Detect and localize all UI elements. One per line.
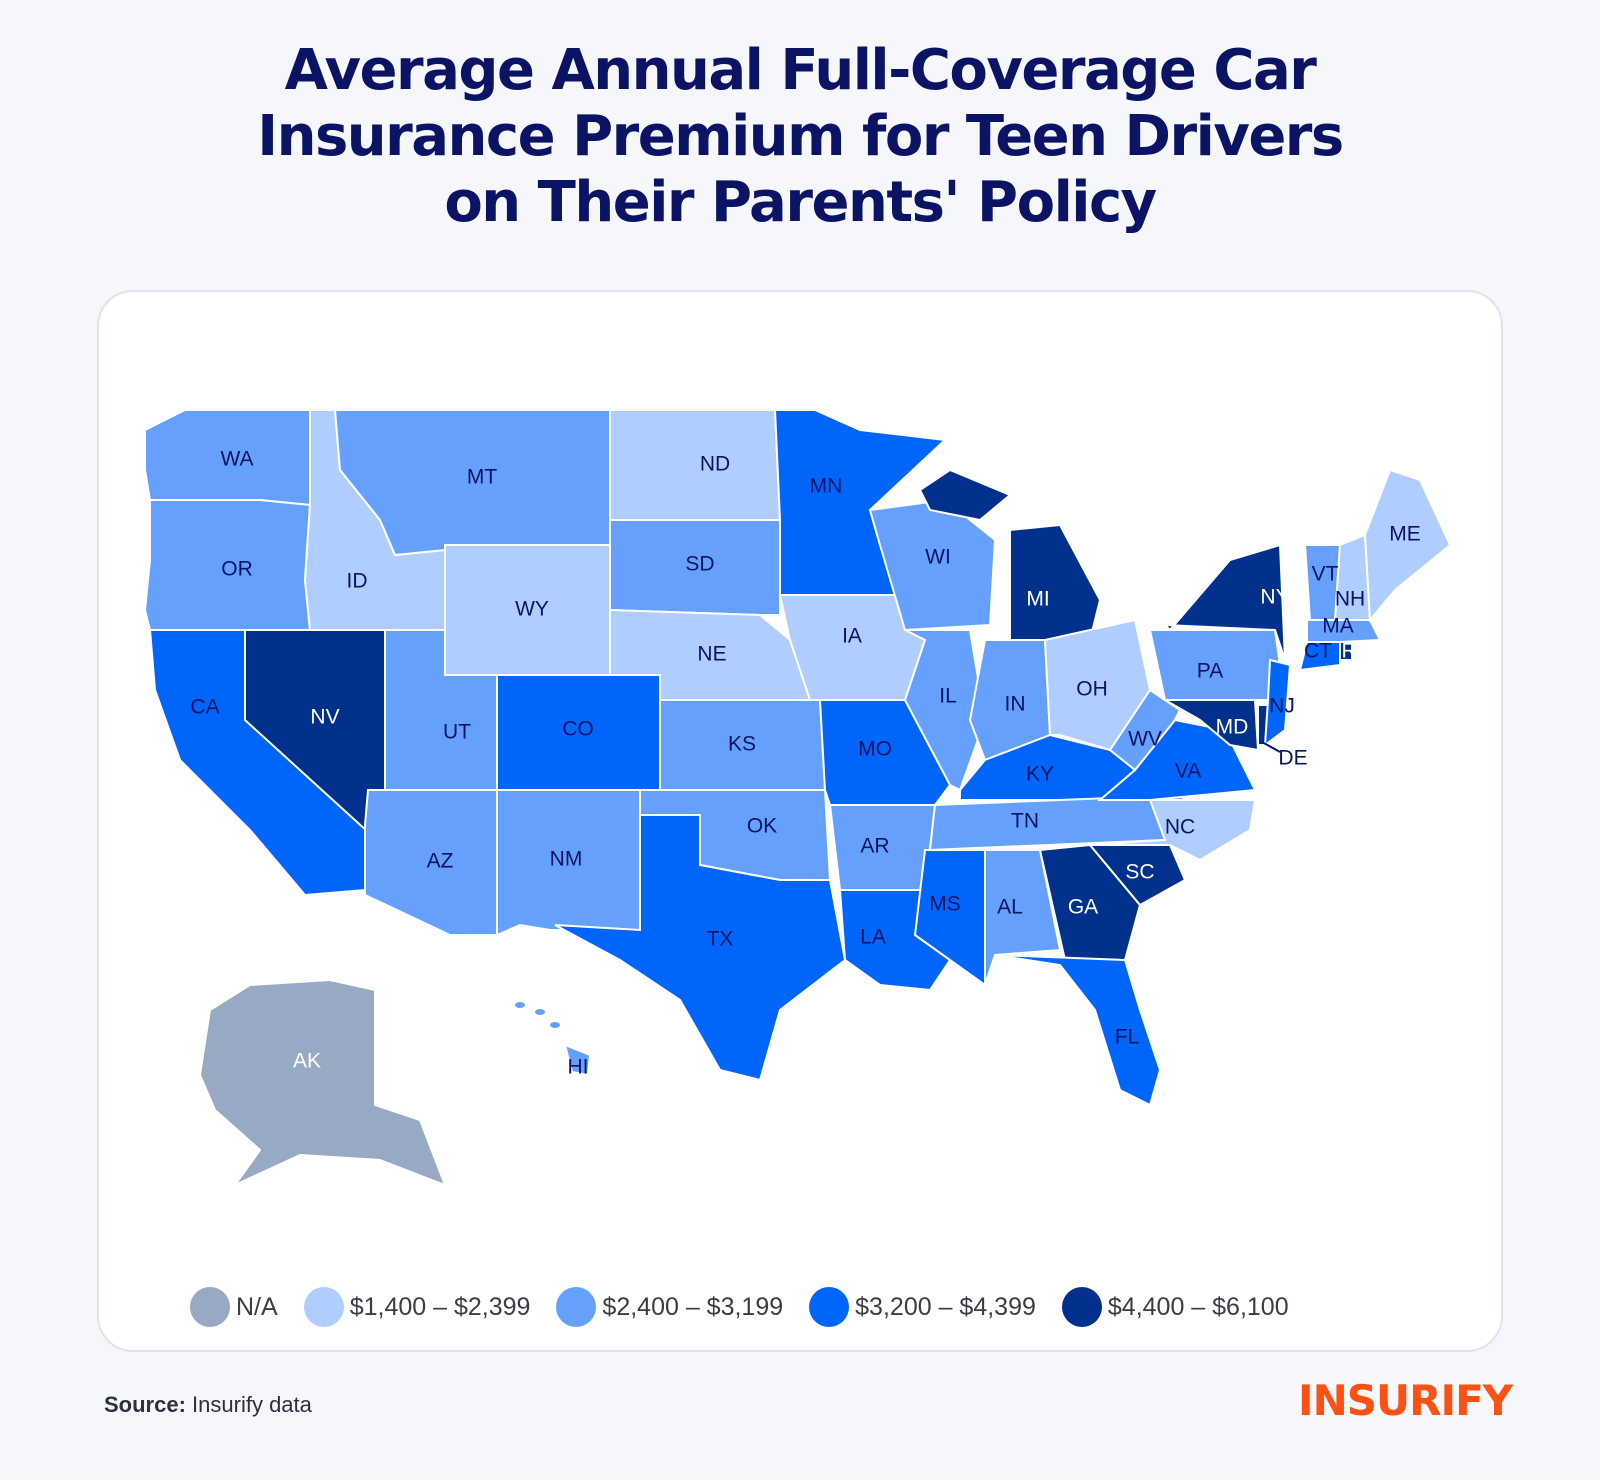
state-al — [984, 849, 1062, 986]
state-label-oh: OH — [1076, 678, 1108, 701]
legend-item-na: N/A — [190, 1287, 278, 1327]
state-label-wa: WA — [220, 448, 253, 471]
state-label-ok: OK — [747, 815, 777, 838]
legend-swatch — [190, 1287, 230, 1327]
state-label-id: ID — [347, 570, 368, 593]
state-label-ne: NE — [697, 643, 726, 666]
state-label-mo: MO — [858, 738, 892, 761]
legend-item-tier2: $2,400 – $3,199 — [556, 1287, 783, 1327]
state-label-tn: TN — [1011, 810, 1039, 833]
state-label-co: CO — [562, 718, 594, 741]
state-label-wv: WV — [1128, 728, 1162, 751]
state-ny — [1162, 543, 1286, 661]
state-label-ia: IA — [842, 625, 862, 648]
state-mi — [918, 468, 1012, 522]
state-label-ak: AK — [293, 1050, 321, 1073]
legend-label: N/A — [236, 1292, 278, 1321]
state-label-nv: NV — [310, 706, 339, 729]
legend-item-tier4: $4,400 – $6,100 — [1061, 1287, 1289, 1327]
state-tx — [554, 814, 847, 1082]
legend-swatch — [809, 1287, 850, 1327]
state-label-ks: KS — [728, 733, 756, 756]
title-line-2: Insurance Premium for Teen Drivers — [257, 104, 1344, 169]
page-title: Average Annual Full-Coverage Car Insuran… — [0, 38, 1600, 236]
state-label-ma: MA — [1322, 615, 1354, 638]
state-label-nm: NM — [550, 848, 583, 871]
state-ms — [913, 849, 986, 987]
state-label-al: AL — [997, 896, 1023, 919]
state-label-me: ME — [1389, 523, 1421, 546]
legend-label: $3,200 – $4,399 — [855, 1292, 1036, 1321]
state-il — [903, 629, 987, 792]
state-nj — [1263, 658, 1292, 748]
de-leader-line — [1261, 741, 1281, 753]
state-label-ar: AR — [860, 835, 889, 858]
state-fl — [994, 954, 1162, 1107]
state-hi-island — [515, 1002, 525, 1008]
state-label-sd: SD — [685, 553, 714, 576]
state-label-ny: NY — [1260, 586, 1289, 609]
state-label-mi: MI — [1026, 588, 1049, 611]
legend-swatch — [556, 1287, 597, 1327]
legend-label: $2,400 – $3,199 — [602, 1292, 784, 1321]
state-label-ga: GA — [1068, 896, 1098, 919]
state-label-de: DE — [1278, 747, 1307, 770]
state-label-ct: CT — [1304, 640, 1332, 663]
state-label-ri: RI — [1342, 640, 1363, 663]
legend-swatch — [303, 1287, 344, 1327]
state-label-pa: PA — [1197, 660, 1223, 683]
state-label-az: AZ — [427, 850, 454, 873]
state-ga — [1038, 843, 1142, 961]
state-label-il: IL — [939, 685, 957, 708]
state-sd — [609, 519, 781, 616]
state-label-nd: ND — [700, 453, 730, 476]
state-label-fl: FL — [1115, 1026, 1140, 1049]
legend-item-tier1: $1,400 – $2,399 — [303, 1287, 531, 1327]
state-ak — [198, 978, 447, 1188]
state-hi-island — [535, 1009, 545, 1015]
source-label: Source: — [104, 1392, 186, 1417]
state-label-va: VA — [1175, 760, 1201, 783]
state-label-sc: SC — [1125, 861, 1154, 884]
legend-item-tier3: $3,200 – $4,399 — [809, 1287, 1036, 1327]
state-label-ky: KY — [1026, 763, 1054, 786]
state-label-wi: WI — [925, 546, 951, 569]
source-text: Insurify data — [192, 1392, 312, 1417]
state-label-la: LA — [860, 926, 886, 949]
state-nc — [1089, 799, 1257, 862]
state-label-ms: MS — [929, 893, 961, 916]
state-hi — [563, 1043, 592, 1077]
state-label-ut: UT — [443, 721, 471, 744]
title-line-3: on Their Parents' Policy — [444, 170, 1157, 235]
state-hi-island — [550, 1022, 560, 1028]
state-label-in: IN — [1005, 693, 1026, 716]
state-label-tx: TX — [707, 928, 734, 951]
state-nd — [609, 409, 782, 521]
insurify-logo: INSURIFY — [1298, 1376, 1513, 1425]
state-label-nh: NH — [1335, 588, 1365, 611]
title-line-1: Average Annual Full-Coverage Car — [284, 38, 1317, 103]
state-label-wy: WY — [515, 598, 549, 621]
state-label-mn: MN — [810, 475, 843, 498]
state-label-nc: NC — [1165, 816, 1195, 839]
state-label-hi: HI — [568, 1056, 589, 1079]
state-label-vt: VT — [1312, 563, 1339, 586]
source-note: Source: Insurify data — [104, 1392, 312, 1418]
legend: N/A $1,400 – $2,399 $2,400 – $3,199 $3,200 … — [190, 1287, 1315, 1327]
state-label-or: OR — [221, 558, 253, 581]
legend-swatch — [1061, 1287, 1102, 1327]
state-md — [1161, 699, 1260, 752]
state-wv — [1108, 688, 1182, 772]
legend-label: $1,400 – $2,399 — [349, 1292, 531, 1321]
state-me — [1363, 468, 1452, 623]
legend-label: $4,400 – $6,100 — [1107, 1292, 1289, 1321]
state-label-mt: MT — [467, 466, 497, 489]
state-label-nj: NJ — [1269, 695, 1295, 718]
state-label-md: MD — [1216, 716, 1249, 739]
state-label-ca: CA — [190, 696, 219, 719]
